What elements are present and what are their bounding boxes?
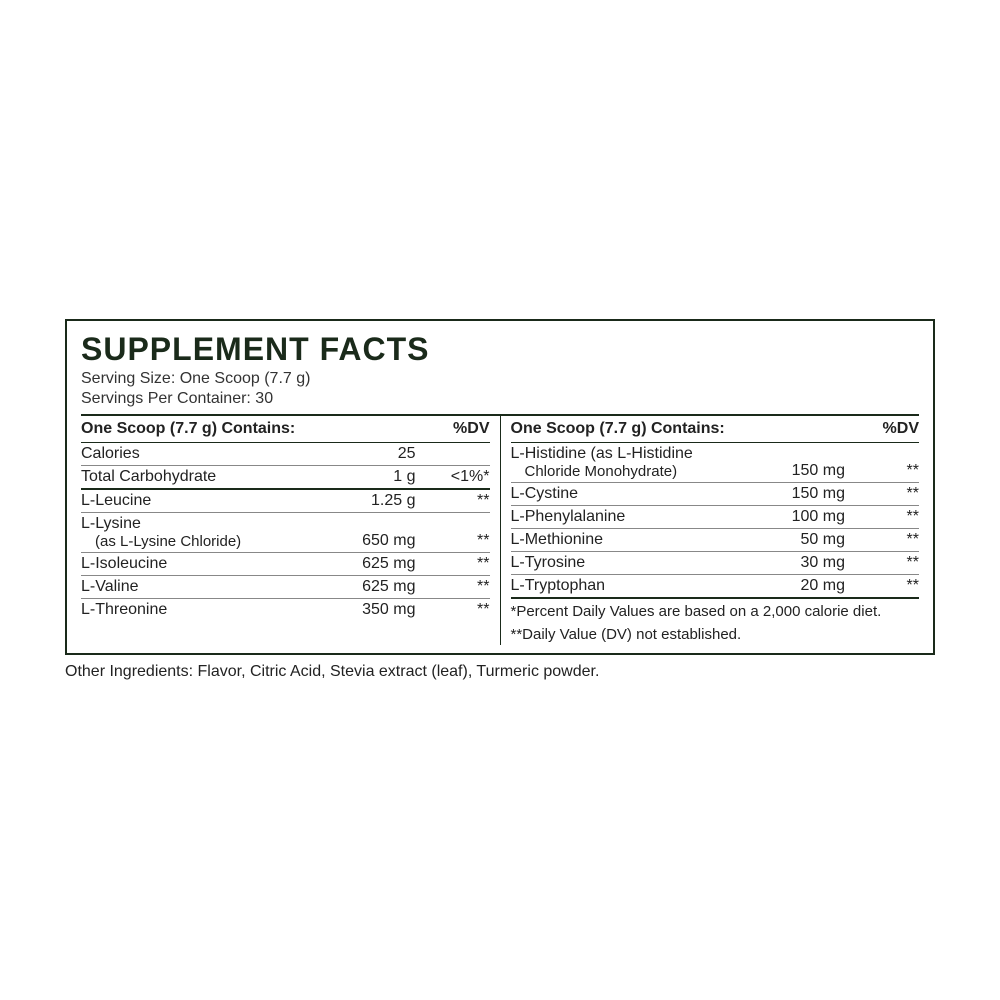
col-header-name: One Scoop (7.7 g) Contains: <box>511 416 774 443</box>
serving-size: Serving Size: One Scoop (7.7 g) <box>81 370 919 388</box>
nutrient-name: L-Phenylalanine <box>511 506 774 529</box>
supplement-facts-panel: SUPPLEMENT FACTS Serving Size: One Scoop… <box>65 319 935 655</box>
footnote-pdv: *Percent Daily Values are based on a 2,0… <box>511 598 920 622</box>
nutrient-dv: ** <box>863 529 919 552</box>
nutrient-amount: 625 mg <box>344 553 434 576</box>
col-header-name: One Scoop (7.7 g) Contains: <box>81 416 344 443</box>
nutrient-amount: 650 mg <box>344 513 434 553</box>
nutrient-sublabel: Chloride Monohydrate) <box>511 463 774 480</box>
nutrient-name: L-Lysine(as L-Lysine Chloride) <box>81 513 344 553</box>
nutrient-name: L-Threonine <box>81 599 344 622</box>
nutrient-name: L-Leucine <box>81 489 344 513</box>
nutrient-amount: 100 mg <box>773 506 863 529</box>
nutrient-sublabel: (as L-Lysine Chloride) <box>81 533 344 550</box>
nutrient-name: L-Valine <box>81 576 344 599</box>
nutrient-dv: ** <box>863 506 919 529</box>
footnote-dv: **Daily Value (DV) not established. <box>511 622 920 645</box>
other-ingredients: Other Ingredients: Flavor, Citric Acid, … <box>65 663 935 681</box>
col-header-dv: %DV <box>434 416 490 443</box>
nutrient-dv: ** <box>434 599 490 622</box>
nutrition-table-left: One Scoop (7.7 g) Contains: %DV Calories… <box>81 416 490 621</box>
nutrient-dv: ** <box>434 513 490 553</box>
right-column: One Scoop (7.7 g) Contains: %DV L-Histid… <box>501 416 920 645</box>
nutrient-dv: ** <box>434 576 490 599</box>
nutrient-name: L-Tyrosine <box>511 552 774 575</box>
nutrient-dv: ** <box>863 483 919 506</box>
nutrient-amount: 350 mg <box>344 599 434 622</box>
nutrient-amount: 625 mg <box>344 576 434 599</box>
nutrient-amount: 1.25 g <box>344 489 434 513</box>
nutrient-amount: 20 mg <box>773 575 863 599</box>
nutrient-amount: 30 mg <box>773 552 863 575</box>
nutrient-dv: <1%* <box>434 466 490 490</box>
columns: One Scoop (7.7 g) Contains: %DV Calories… <box>81 416 919 645</box>
nutrient-amount: 50 mg <box>773 529 863 552</box>
nutrient-name: L-Methionine <box>511 529 774 552</box>
col-header-dv: %DV <box>863 416 919 443</box>
nutrient-dv: ** <box>434 553 490 576</box>
nutrient-amount: 1 g <box>344 466 434 490</box>
nutrient-name: L-Tryptophan <box>511 575 774 599</box>
nutrient-amount: 150 mg <box>773 443 863 483</box>
nutrient-name: Calories <box>81 443 344 466</box>
nutrient-amount: 25 <box>344 443 434 466</box>
nutrient-dv: ** <box>863 552 919 575</box>
nutrient-dv: ** <box>863 575 919 599</box>
servings-per-container: Servings Per Container: 30 <box>81 390 919 408</box>
left-column: One Scoop (7.7 g) Contains: %DV Calories… <box>81 416 501 645</box>
nutrient-dv: ** <box>434 489 490 513</box>
panel-title: SUPPLEMENT FACTS <box>81 331 919 368</box>
nutrient-dv <box>434 443 490 466</box>
nutrient-amount: 150 mg <box>773 483 863 506</box>
nutrient-name: L-Histidine (as L-HistidineChloride Mono… <box>511 443 774 483</box>
nutrient-name: L-Cystine <box>511 483 774 506</box>
nutrient-name: L-Isoleucine <box>81 553 344 576</box>
nutrient-name: Total Carbohydrate <box>81 466 344 490</box>
nutrition-table-right: One Scoop (7.7 g) Contains: %DV L-Histid… <box>511 416 920 645</box>
nutrient-dv: ** <box>863 443 919 483</box>
